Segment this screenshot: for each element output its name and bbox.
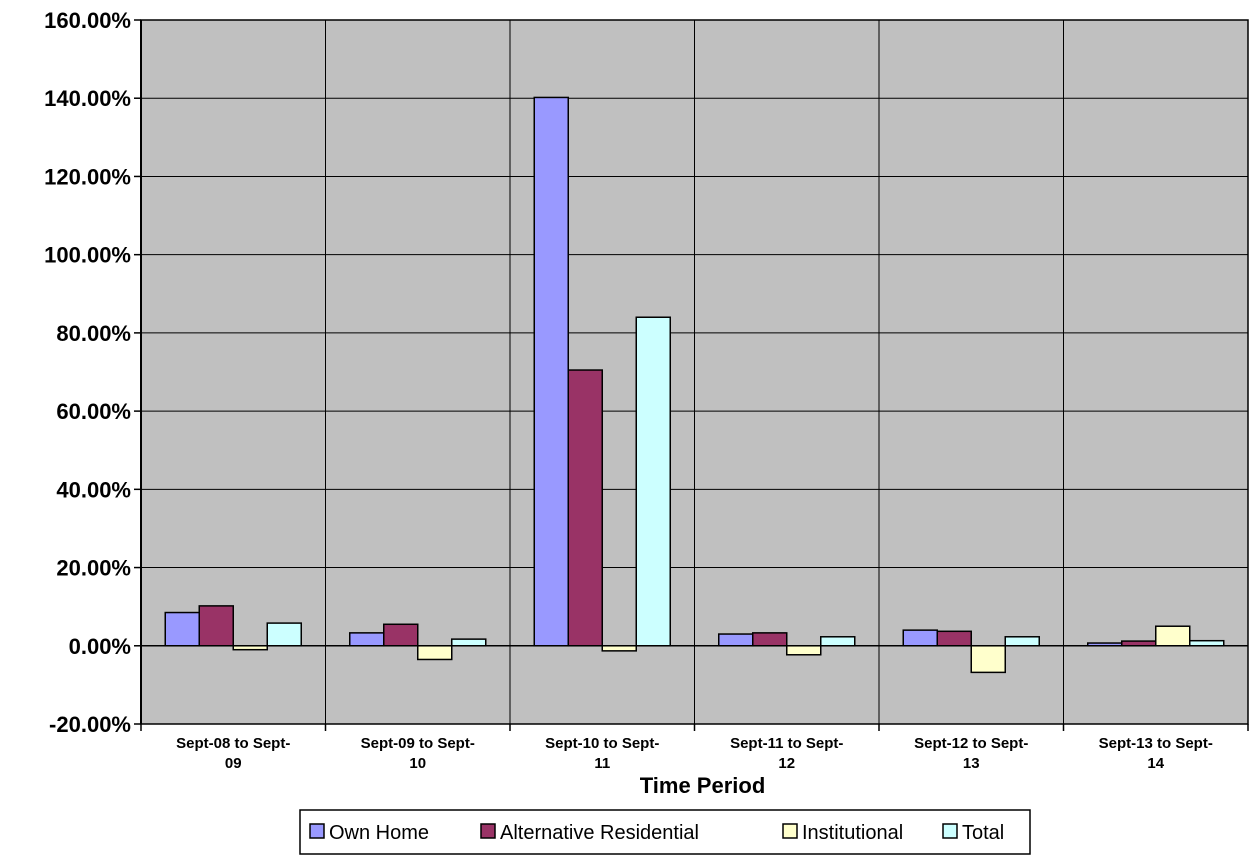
bars (164, 96, 1225, 674)
bar-institutional (601, 645, 637, 652)
x-category-label-line: Sept-09 to Sept- (361, 735, 475, 752)
x-category-label: Sept-13 to Sept- 14 (1099, 735, 1213, 772)
x-category-label-line: Sept-11 to Sept- (730, 735, 843, 752)
x-category-label: Sept-08 to Sept- 09 (176, 735, 290, 772)
bar-total (1189, 639, 1225, 647)
y-tick-label: 80.00% (56, 321, 131, 346)
bar-total (820, 636, 856, 647)
x-category-label: Sept-10 to Sept- 11 (545, 735, 659, 772)
bar-institutional (417, 645, 453, 661)
legend-swatch (942, 823, 958, 839)
y-tick-label: 100.00% (44, 243, 131, 268)
bar-alternative-residential (752, 632, 788, 647)
bar-alternative-residential (567, 369, 603, 647)
bar-total (1004, 636, 1040, 647)
bar-alternative-residential (383, 623, 419, 647)
legend-label: Institutional (802, 822, 903, 844)
bar-alternative-residential (936, 630, 972, 647)
y-tick-label: 140.00% (44, 86, 131, 111)
legend-label: Own Home (329, 822, 429, 844)
y-tick-labels: 160.00% 140.00% 120.00% 100.00% 80.00% 60.00%… (44, 8, 131, 737)
x-category-label-line: Sept-10 to Sept- (545, 735, 659, 752)
axes (134, 19, 1249, 731)
x-category-label-line: 13 (963, 755, 980, 772)
bar-own-home (718, 633, 754, 647)
x-category-label-line: 12 (778, 755, 795, 772)
y-tick-label: 20.00% (56, 556, 131, 581)
legend-box (299, 809, 1031, 855)
x-category-label-line: 09 (225, 755, 242, 772)
x-category-label-line: Sept-13 to Sept- (1099, 735, 1213, 752)
bar-own-home (533, 96, 569, 647)
y-tick-label: -20.00% (49, 712, 131, 737)
x-category-label: Sept-11 to Sept- 12 (730, 735, 843, 772)
bar-institutional (786, 645, 822, 656)
bar-institutional (970, 645, 1006, 674)
x-category-label-line: Sept-12 to Sept- (914, 735, 1028, 752)
legend: Own Home Alternative Residential Instituti… (299, 809, 1031, 855)
bar-own-home (902, 629, 938, 647)
legend-swatch (782, 823, 798, 839)
bar-alternative-residential (198, 605, 234, 647)
bar-total (635, 316, 671, 647)
bar-total (266, 622, 302, 647)
y-tick-label: 120.00% (44, 164, 131, 189)
y-tick-label: 60.00% (56, 399, 131, 424)
x-category-label: Sept-09 to Sept- 10 (361, 735, 475, 772)
x-category-label-line: 14 (1147, 755, 1164, 772)
bar-own-home (164, 611, 200, 647)
bar-own-home (349, 632, 385, 647)
x-category-label-line: 10 (409, 755, 426, 772)
bar-total (451, 638, 487, 647)
legend-label: Alternative Residential (500, 822, 699, 844)
y-tick-label: 0.00% (69, 634, 131, 659)
x-category-label-line: 11 (594, 755, 610, 772)
legend-swatch (309, 823, 325, 839)
y-tick-label: 160.00% (44, 8, 131, 33)
x-axis-title: Time Period (640, 773, 766, 798)
bar-institutional (1155, 625, 1191, 647)
legend-swatch (480, 823, 496, 839)
x-category-label-line: Sept-08 to Sept- (176, 735, 290, 752)
y-tick-label: 40.00% (56, 477, 131, 502)
legend-label: Total (962, 822, 1004, 844)
x-category-label: Sept-12 to Sept- 13 (914, 735, 1028, 772)
